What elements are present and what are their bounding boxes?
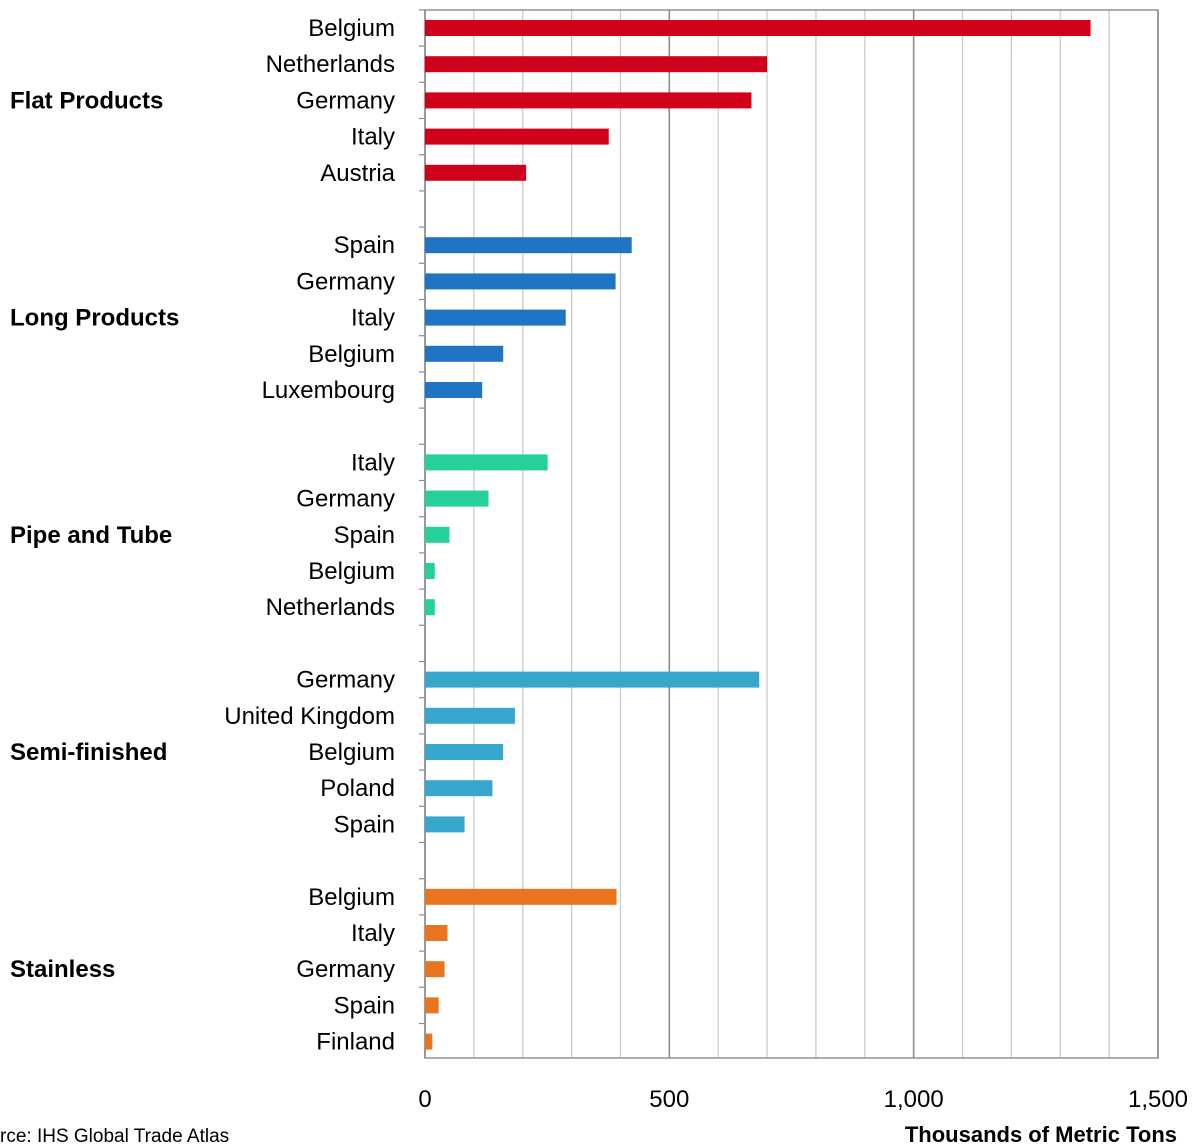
bar-1-4 [425,382,483,398]
category-label: Spain [334,992,395,1019]
category-label: Netherlands [266,594,395,621]
group-label: Pipe and Tube [10,522,172,549]
bar-1-1 [425,273,616,290]
category-label: Germany [296,268,395,295]
category-label: Germany [296,87,395,114]
category-labels: Belgium Netherlands Germany Italy Austria Spa… [224,15,395,1056]
category-label: Germany [296,667,395,694]
bar-4-1 [425,925,448,941]
bar-4-0 [425,888,617,905]
category-label: Italy [351,449,395,476]
category-label: Belgium [308,341,395,368]
category-label: Spain [334,232,395,259]
category-label: United Kingdom [224,703,395,730]
category-label: Germany [296,956,395,983]
category-label: Germany [296,486,395,513]
category-label: Austria [320,160,395,187]
category-label: Italy [351,920,395,947]
bar-4-3 [425,997,439,1014]
x-axis: 0 500 1,000 1,500 [418,9,1188,1113]
grid-lines [424,9,1159,1059]
bar-0-0 [425,20,1091,36]
category-label: Spain [334,522,395,549]
bar-3-4 [425,816,465,833]
bar-0-4 [425,164,527,181]
category-label: Netherlands [266,51,395,78]
category-label: Belgium [308,15,395,42]
bar-1-0 [425,237,632,254]
category-label: Belgium [308,739,395,766]
category-label: Belgium [308,884,395,911]
bar-4-4 [425,1033,433,1050]
x-tick-label: 1,500 [1128,1086,1188,1113]
bar-0-2 [425,92,752,109]
bar-2-4 [425,599,435,616]
x-tick-label: 0 [418,1086,431,1113]
x-tick-label: 500 [649,1086,689,1113]
group-label: Flat Products [10,87,163,114]
bar-0-3 [425,128,609,145]
group-label: Stainless [10,956,115,983]
bar-3-2 [425,744,504,760]
source-note: rce: IHS Global Trade Atlas [0,1126,229,1146]
category-label: Spain [334,811,395,838]
category-label: Italy [351,305,395,332]
bar-4-2 [425,961,445,978]
category-label: Luxembourg [262,377,395,404]
category-label: Finland [316,1029,395,1056]
bar-1-3 [425,345,504,362]
bar-2-3 [425,563,435,579]
bar-2-1 [425,490,489,507]
category-label: Belgium [308,558,395,585]
x-tick-label: 1,000 [884,1086,944,1113]
bar-3-3 [425,780,493,797]
bar-2-0 [425,454,548,471]
bar-3-0 [425,671,760,688]
group-label: Semi-finished [10,739,167,766]
bar-3-1 [425,707,515,724]
x-axis-title: Thousands of Metric Tons [905,1122,1177,1146]
bar-2-2 [425,526,450,543]
bar-1-2 [425,309,566,326]
group-label: Long Products [10,305,179,332]
category-label: Poland [320,775,395,802]
category-label: Italy [351,124,395,151]
bar-0-1 [425,56,768,73]
bars [425,20,1091,1050]
group-labels: Flat Products Long Products Pipe and Tube S… [10,87,179,983]
